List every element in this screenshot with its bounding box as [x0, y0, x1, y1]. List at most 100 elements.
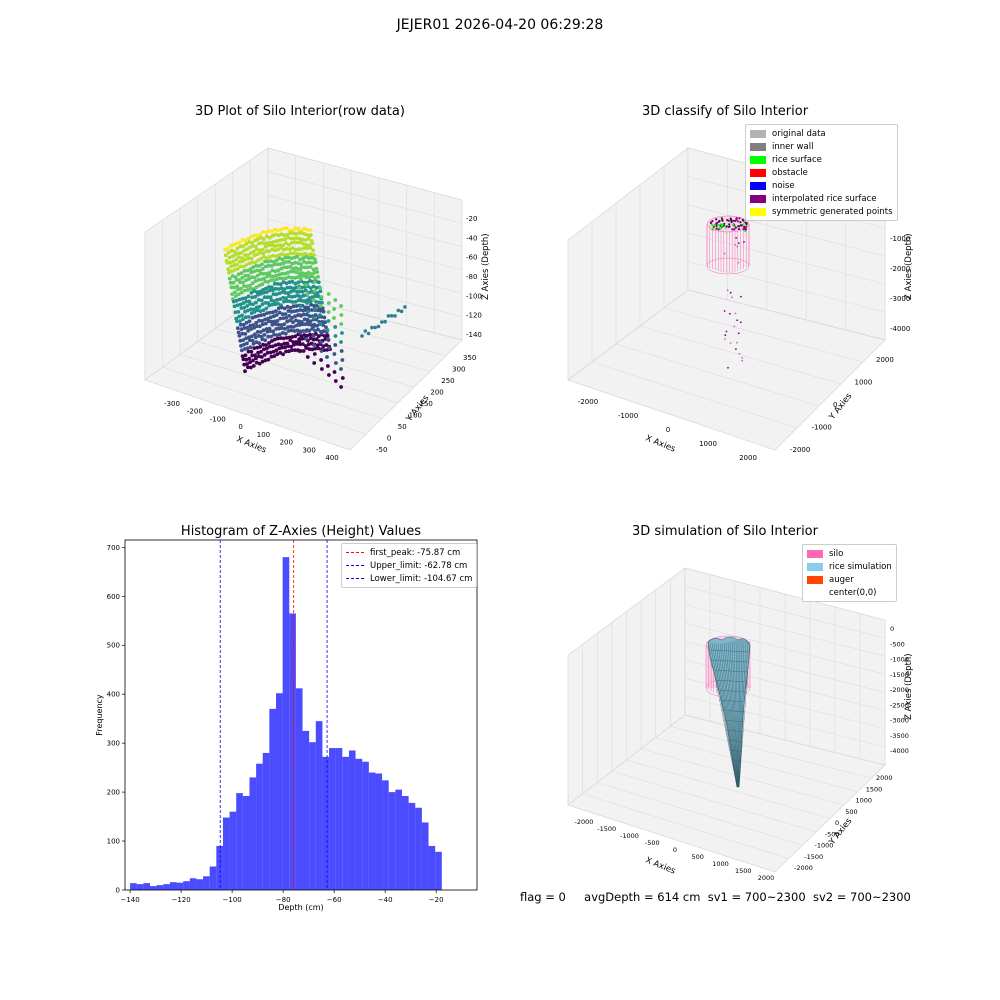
raw-y-tick: 100 — [409, 412, 422, 420]
legend-swatch — [807, 575, 823, 584]
simulation-y-tick: 0 — [835, 819, 839, 827]
classify-y-tick: 1000 — [855, 379, 873, 387]
simulation-y-tick: -1000 — [815, 842, 834, 850]
raw-zlabel: Z Axies (Depth) — [481, 233, 491, 300]
raw-z-tick: -60 — [466, 254, 477, 262]
simulation-legend-entry: auger — [807, 573, 892, 586]
legend-label: center(0,0) — [829, 587, 877, 598]
simulation-x-tick: 0 — [673, 846, 677, 854]
simulation-y-tick: 2000 — [876, 774, 893, 782]
histogram-bar — [256, 763, 263, 890]
sv2-text: sv2 = 700~2300 — [812, 890, 911, 904]
simulation-y-tick: -500 — [825, 830, 840, 838]
histogram-bar — [143, 883, 150, 890]
histogram-bar — [295, 688, 303, 890]
simulation-x-tick: 2000 — [758, 874, 775, 882]
raw-x-tick: 400 — [325, 454, 338, 462]
legend-label: noise — [772, 180, 795, 191]
legend-swatch — [750, 168, 766, 177]
raw-z-tick: -100 — [466, 292, 482, 300]
raw-x-tick: 0 — [238, 423, 242, 431]
histogram-bar — [216, 845, 223, 890]
simulation-legend-entry: silo — [807, 547, 892, 560]
histogram-bar — [276, 693, 283, 890]
histogram-bar — [282, 557, 290, 890]
histogram-legend-entry: Lower_limit: -104.67 cm — [346, 572, 472, 585]
classify-legend-entry: inner wall — [750, 140, 893, 153]
legend-label: interpolated rice surface — [772, 193, 877, 204]
histogram-bar — [189, 878, 197, 890]
simulation-z-tick: -3000 — [890, 717, 909, 725]
histogram-bar — [209, 866, 217, 890]
histogram-bar — [335, 748, 343, 890]
histogram-bar — [348, 750, 356, 890]
classify-x-tick: 2000 — [739, 454, 757, 462]
legend-label: rice simulation — [829, 561, 892, 572]
simulation-x-tick: 1000 — [712, 860, 729, 868]
simulation-zlabel: Z Axies (Depth) — [904, 653, 914, 720]
histogram-bar — [289, 613, 296, 890]
legend-line — [346, 565, 364, 566]
raw-y-tick: 50 — [398, 423, 407, 431]
simulation-x-tick: -2000 — [575, 818, 594, 826]
simulation-legend-entry: rice simulation — [807, 560, 892, 573]
classify-y-tick: 2000 — [876, 356, 894, 364]
histogram-y-tick: 300 — [107, 740, 120, 748]
sv1-text: sv1 = 700~2300 — [707, 890, 806, 904]
histogram-bar — [130, 883, 137, 890]
legend-swatch — [750, 142, 766, 151]
histogram-bar — [196, 879, 204, 890]
histogram-bar — [382, 780, 389, 890]
flag-text: flag = 0 — [520, 890, 566, 904]
classify-legend-entry: symmetric generated points — [750, 205, 893, 218]
classify-legend-entry: original data — [750, 127, 893, 140]
simulation-legend-entry: center(0,0) — [807, 586, 892, 599]
histogram-bar — [163, 884, 170, 890]
simulation-z-tick: -1500 — [890, 671, 909, 679]
classify-x-tick: 1000 — [699, 440, 717, 448]
classify-y-tick: -2000 — [790, 446, 810, 454]
simulation-z-tick: -2500 — [890, 701, 909, 709]
histogram-legend-entry: Upper_limit: -62.78 cm — [346, 559, 472, 572]
legend-swatch — [807, 549, 823, 558]
histogram-bar — [150, 886, 157, 890]
histogram-ylabel: Frequency — [95, 694, 104, 736]
legend-swatch — [750, 129, 766, 138]
raw-x-tick: 300 — [302, 446, 315, 454]
simulation-xlabel: X Axies — [644, 856, 677, 877]
histogram-bar — [362, 761, 369, 890]
raw-x-tick: -200 — [187, 408, 203, 416]
legend-swatch — [807, 588, 823, 597]
classify-legend-entry: obstacle — [750, 166, 893, 179]
raw-z-tick: -40 — [466, 234, 477, 242]
histogram-bar — [402, 796, 409, 890]
simulation-z-tick: -2000 — [890, 686, 909, 694]
histogram-bar — [269, 708, 276, 890]
histogram-x-tick: −140 — [120, 896, 139, 904]
histogram-bar — [156, 885, 164, 890]
simulation-plot-title: 3D simulation of Silo Interior — [632, 524, 818, 539]
legend-label: inner wall — [772, 141, 814, 152]
histogram-bar — [169, 882, 177, 890]
histogram-bar — [236, 793, 243, 890]
histogram-bar — [242, 796, 250, 890]
classify-x-tick: -1000 — [618, 412, 638, 420]
histogram-frame — [124, 539, 478, 891]
histogram-bar — [203, 876, 210, 890]
histogram-x-tick: −40 — [378, 896, 393, 904]
raw-z-tick: -140 — [466, 331, 482, 339]
histogram-bar — [428, 845, 436, 890]
raw-z-tick: -20 — [466, 215, 477, 223]
histogram-bar — [222, 817, 230, 890]
histogram-x-tick: −120 — [171, 896, 190, 904]
simulation-y-tick: 500 — [845, 808, 857, 816]
histogram-xlabel: Depth (cm) — [278, 903, 323, 912]
histogram-title: Histogram of Z-Axies (Height) Values — [180, 524, 422, 539]
legend-label: silo — [829, 548, 844, 559]
raw-z-tick: -120 — [466, 312, 482, 320]
legend-line — [346, 578, 364, 579]
raw-x-tick: 100 — [257, 431, 270, 439]
